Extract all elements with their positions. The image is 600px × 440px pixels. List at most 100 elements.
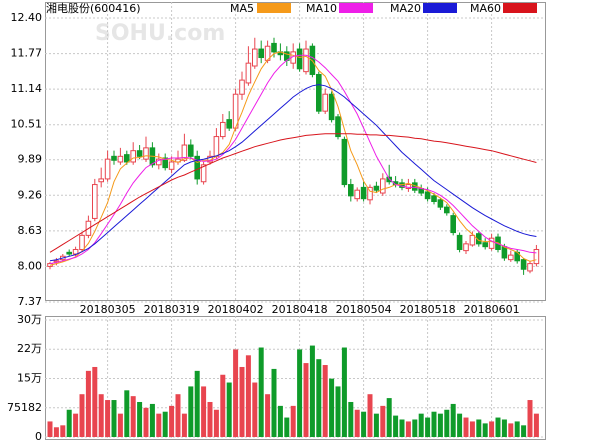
volume-bar [354,409,360,437]
y-tick-label: 7.37 [18,295,43,308]
volume-bar [501,419,507,437]
volume-bar [373,413,379,437]
legend-swatch [423,3,457,13]
volume-bar [265,394,271,437]
candle-body [226,119,232,129]
candle-body [92,184,98,219]
candle-body [271,42,277,53]
volume-bar [489,421,495,437]
legend-label: MA10 [306,2,337,15]
y-tick-label: 11.77 [11,47,43,60]
volume-bar [156,413,162,437]
candle-body [399,182,405,188]
candle-body [188,144,194,157]
volume-bar [297,349,303,437]
volume-bar [514,421,520,437]
x-tick-label: 20180601 [464,303,520,316]
volume-bar [399,419,405,437]
volume-bar [201,386,207,437]
candle-body [341,138,348,186]
candle-body [98,178,105,183]
volume-bar [226,382,232,437]
x-tick-label: 20180402 [208,303,264,316]
candle-body [213,136,220,157]
candle-body [245,62,252,84]
volume-bar [60,425,66,437]
volume-bar [348,401,354,437]
volume-bar [245,355,251,437]
candle-body [520,259,527,270]
y-tick-label: 9.26 [18,188,43,201]
volume-bar [444,409,450,437]
candle-body [53,260,60,263]
candle-body [348,184,354,197]
volume-bar [73,413,79,437]
ma-line [49,84,537,262]
candle-body [296,48,303,70]
volume-bar [412,419,418,437]
volume-bar [508,423,514,437]
volume-bar [418,413,424,437]
volume-bar [162,411,168,437]
volume-bar [361,411,367,437]
volume-bar [53,427,59,437]
candle-body [405,184,412,190]
volume-bar [521,425,527,437]
candle-body [194,155,200,180]
candle-body [316,73,322,112]
candle-body [482,242,488,248]
candle-body [456,234,463,250]
candle-body [328,93,335,121]
volume-bar [533,413,539,437]
candle-body [424,191,431,200]
volume-bar [316,359,322,437]
volume-bar [450,403,456,437]
volume-bar [175,394,181,437]
volume-bar [482,423,488,437]
candle-body [117,155,124,163]
volume-bar [284,417,290,437]
x-tick-label: 20180418 [272,303,328,316]
volume-bar [143,407,149,437]
volume-bar [105,400,111,437]
legend-swatch [257,3,291,13]
candle-body [258,48,264,59]
volume-tick-label: 22万 [17,342,42,355]
volume-bar [495,417,501,437]
y-tick-label: 12.40 [11,11,43,24]
candle-body [162,157,168,169]
y-tick-label: 10.51 [11,118,43,131]
volume-tick-label: 75182 [7,401,42,414]
volume-bar [207,401,213,437]
volume-bar [425,417,431,437]
volume-bar [457,413,463,437]
candle-body [181,144,188,161]
volume-bar [98,394,104,437]
legend-label: MA60 [470,2,501,15]
candle-body [469,234,476,246]
candle-body [200,164,207,183]
candle-body [431,195,437,202]
candle-body [79,234,85,250]
volume-bar [85,370,91,437]
candle-body [380,178,386,194]
candle-body [104,158,111,180]
legend-swatch [339,3,373,13]
volume-bar [111,400,117,437]
volume-bar [322,365,328,437]
volume-bar [169,405,175,437]
volume-bar [149,403,155,437]
volume-bar [188,386,194,437]
candle-body [72,248,79,255]
volume-bar [92,366,98,437]
watermark: SOHU.com [95,21,225,46]
volume-bar [130,396,136,437]
candle-body [130,150,136,163]
candle-body [444,206,450,214]
volume-bar [329,378,335,437]
volume-bar [252,382,258,437]
candle-body [220,121,226,138]
y-tick-label: 9.89 [18,153,43,166]
volume-bar [220,374,226,437]
volume-bar [476,419,482,437]
